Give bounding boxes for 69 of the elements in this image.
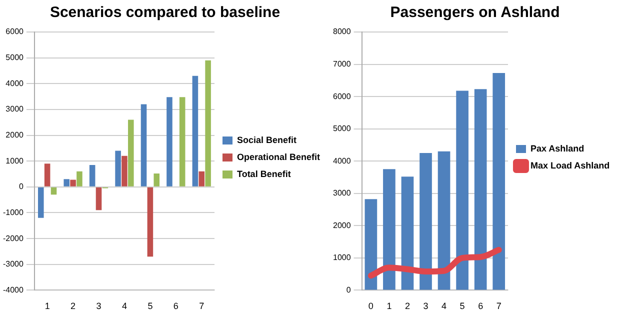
bar: [38, 187, 44, 218]
legend-label: Pax Ashland: [530, 143, 584, 154]
x-tick-label: 6: [173, 301, 178, 312]
bar: [140, 104, 147, 186]
x-tick-label: 1: [44, 301, 50, 312]
bar: [64, 179, 70, 186]
x-tick-label: 4: [442, 301, 447, 312]
bar: [383, 169, 396, 290]
bar: [179, 97, 186, 186]
y-tick-label: 4000: [333, 156, 352, 166]
y-tick-label: 1000: [333, 253, 352, 262]
bar: [50, 187, 57, 195]
bar: [192, 76, 198, 186]
y-tick-label: 6000: [333, 92, 352, 101]
legend-label: Operational Benefit: [236, 152, 320, 162]
bar: [128, 120, 134, 186]
y-tick-label: -2000: [2, 234, 24, 243]
bar: [492, 72, 506, 290]
x-tick-label: 0: [368, 301, 374, 312]
bar: [420, 153, 432, 290]
x-tick-label: 3: [423, 301, 428, 312]
bar: [166, 97, 172, 186]
x-tick-label: 1: [386, 301, 392, 312]
x-tick-label: 7: [199, 301, 204, 312]
bar: [401, 176, 414, 290]
legend-label: Social Benefit: [236, 134, 297, 145]
y-tick-label: 5000: [333, 124, 352, 134]
bar: [76, 171, 82, 186]
bar: [205, 60, 211, 186]
bar: [70, 180, 76, 186]
bar: [115, 150, 121, 186]
y-tick-label: 0: [346, 285, 352, 294]
y-tick-label: -4000: [2, 285, 24, 294]
bar: [147, 187, 154, 257]
legend-label: Max Load Ashland: [530, 160, 610, 170]
x-tick-label: 6: [478, 301, 484, 312]
bar: [44, 164, 50, 186]
bar: [474, 89, 487, 290]
x-tick-label: 2: [404, 301, 410, 312]
y-tick-label: -3000: [2, 260, 24, 269]
y-tick-label: 3000: [6, 104, 24, 114]
x-tick-label: 3: [96, 301, 102, 312]
y-tick-label: 2000: [6, 130, 24, 140]
bar: [96, 187, 102, 210]
x-tick-label: 2: [70, 301, 76, 312]
x-tick-label: 5: [148, 301, 153, 312]
bar: [438, 151, 450, 290]
chart-title: Scenarios compared to baseline: [50, 4, 280, 22]
bar: [364, 199, 378, 290]
bar: [89, 164, 96, 186]
y-tick-label: 8000: [333, 27, 352, 36]
y-tick-label: 4000: [6, 78, 24, 88]
x-tick-label: 5: [460, 301, 465, 312]
bar: [198, 171, 205, 186]
bar: [456, 90, 468, 290]
bar: [122, 156, 128, 186]
x-tick-label: 4: [122, 301, 127, 312]
y-tick-label: 3000: [333, 188, 352, 198]
legend-label: Total Benefit: [236, 168, 291, 179]
y-tick-label: -1000: [2, 208, 24, 217]
x-tick-label: 7: [496, 301, 502, 312]
bar: [154, 173, 160, 186]
y-tick-label: 0: [19, 182, 24, 192]
chart-title: Passengers on Ashland: [390, 4, 560, 22]
y-tick-label: 2000: [333, 220, 352, 230]
y-tick-label: 6000: [6, 27, 24, 36]
y-tick-label: 1000: [6, 156, 24, 166]
y-tick-label: 5000: [6, 53, 24, 62]
y-tick-label: 7000: [333, 59, 352, 68]
